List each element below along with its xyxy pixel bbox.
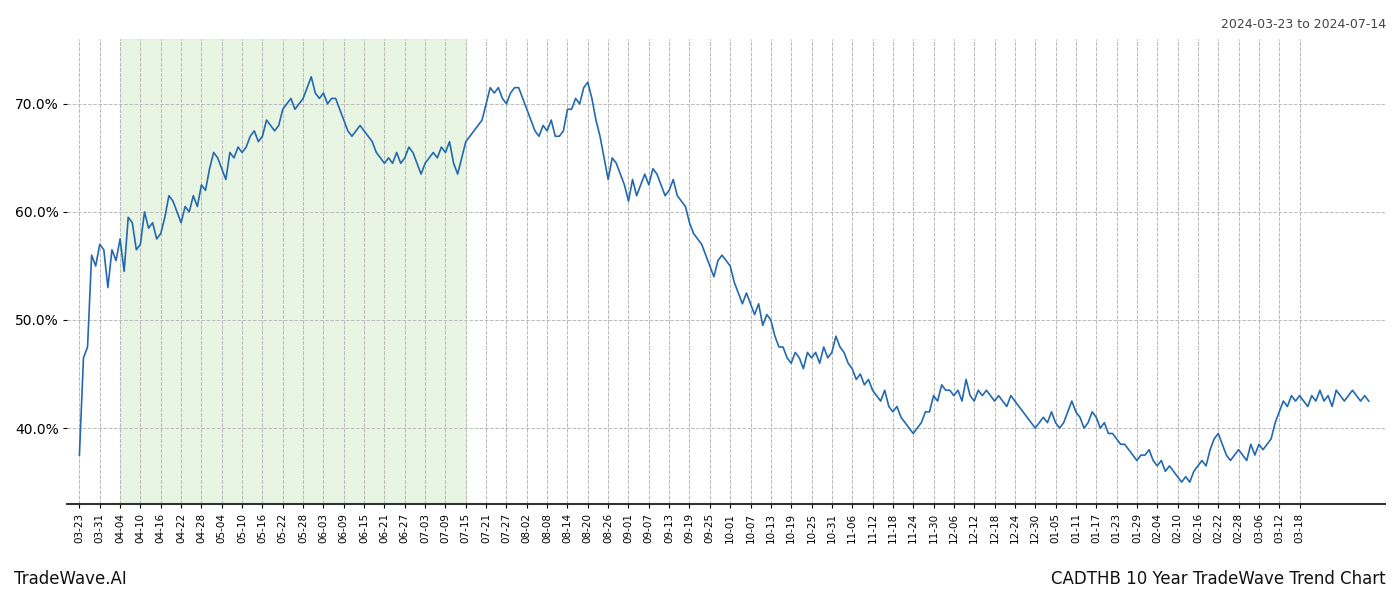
Text: 2024-03-23 to 2024-07-14: 2024-03-23 to 2024-07-14 [1221,18,1386,31]
Text: TradeWave.AI: TradeWave.AI [14,570,127,588]
Text: CADTHB 10 Year TradeWave Trend Chart: CADTHB 10 Year TradeWave Trend Chart [1051,570,1386,588]
Bar [120,39,466,504]
